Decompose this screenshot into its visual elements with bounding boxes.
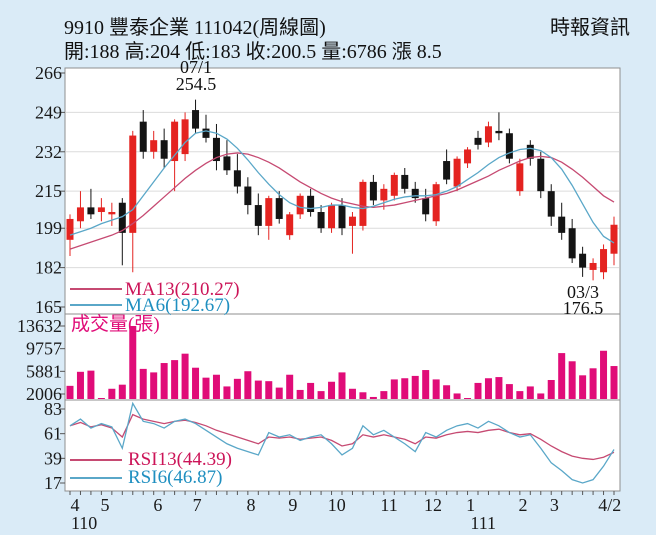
svg-text:9: 9 xyxy=(288,495,297,515)
svg-text:7: 7 xyxy=(193,495,202,515)
svg-text:165: 165 xyxy=(35,297,62,317)
svg-text:4/2: 4/2 xyxy=(598,495,621,515)
ma13-line xyxy=(69,152,615,250)
price-axis: 266 249 232 215 199 182 165 xyxy=(35,63,65,317)
svg-text:2006: 2006 xyxy=(26,384,62,404)
rsi6-legend-label: RSI6(46.87) xyxy=(128,467,223,488)
svg-text:199: 199 xyxy=(35,218,62,238)
rsi13-legend-line xyxy=(70,459,122,461)
svg-text:61: 61 xyxy=(44,424,62,444)
week-ticks xyxy=(69,491,615,495)
svg-text:4: 4 xyxy=(71,495,80,515)
rsi6-line xyxy=(69,401,615,484)
svg-text:8: 8 xyxy=(246,495,255,515)
annotation-peak-price: 254.5 xyxy=(175,74,217,94)
svg-text:5881: 5881 xyxy=(26,361,62,381)
svg-text:1: 1 xyxy=(466,495,475,515)
svg-text:10: 10 xyxy=(328,495,346,515)
annotation-trough-price: 176.5 xyxy=(562,298,604,318)
svg-text:3: 3 xyxy=(550,495,559,515)
svg-text:13632: 13632 xyxy=(17,316,62,336)
svg-text:215: 215 xyxy=(35,181,62,201)
ma13-legend-label: MA13(210.27) xyxy=(125,279,240,300)
annotation-peak-date: 07/1 xyxy=(179,57,212,77)
volume-pane-title: 成交量(張) xyxy=(71,314,160,335)
rsi-axis: 83 61 39 17 xyxy=(44,399,65,493)
svg-text:9757: 9757 xyxy=(26,339,62,359)
svg-text:11: 11 xyxy=(380,495,397,515)
svg-text:5: 5 xyxy=(101,495,110,515)
svg-text:2: 2 xyxy=(518,495,527,515)
quote-line: 開:188 高:204 低:183 收:200.5 量:6786 漲 8.5 xyxy=(64,41,442,63)
ma6-line xyxy=(69,130,615,244)
svg-text:111: 111 xyxy=(470,513,496,533)
svg-text:182: 182 xyxy=(35,258,62,278)
ma6-legend-line xyxy=(70,304,122,306)
ma6-legend-label: MA6(192.67) xyxy=(125,295,231,316)
annotation-trough-date: 03/3 xyxy=(566,282,599,302)
volume-bars xyxy=(66,326,618,399)
rsi13-line xyxy=(69,413,615,461)
rsi13-legend-label: RSI13(44.39) xyxy=(128,449,232,470)
svg-text:12: 12 xyxy=(424,495,442,515)
rsi6-legend-line xyxy=(70,477,122,479)
svg-text:83: 83 xyxy=(44,399,62,419)
svg-text:266: 266 xyxy=(35,63,62,83)
svg-text:232: 232 xyxy=(35,142,62,162)
page-title: 9910 豐泰企業 111042(周線圖) xyxy=(64,17,326,39)
svg-text:39: 39 xyxy=(44,448,62,468)
svg-text:6: 6 xyxy=(153,495,162,515)
candlesticks xyxy=(66,99,618,281)
svg-text:110: 110 xyxy=(71,513,97,533)
source-label: 時報資訊 xyxy=(550,17,630,39)
ma13-legend-line xyxy=(70,288,122,290)
svg-text:17: 17 xyxy=(44,473,62,493)
svg-text:249: 249 xyxy=(35,102,62,122)
